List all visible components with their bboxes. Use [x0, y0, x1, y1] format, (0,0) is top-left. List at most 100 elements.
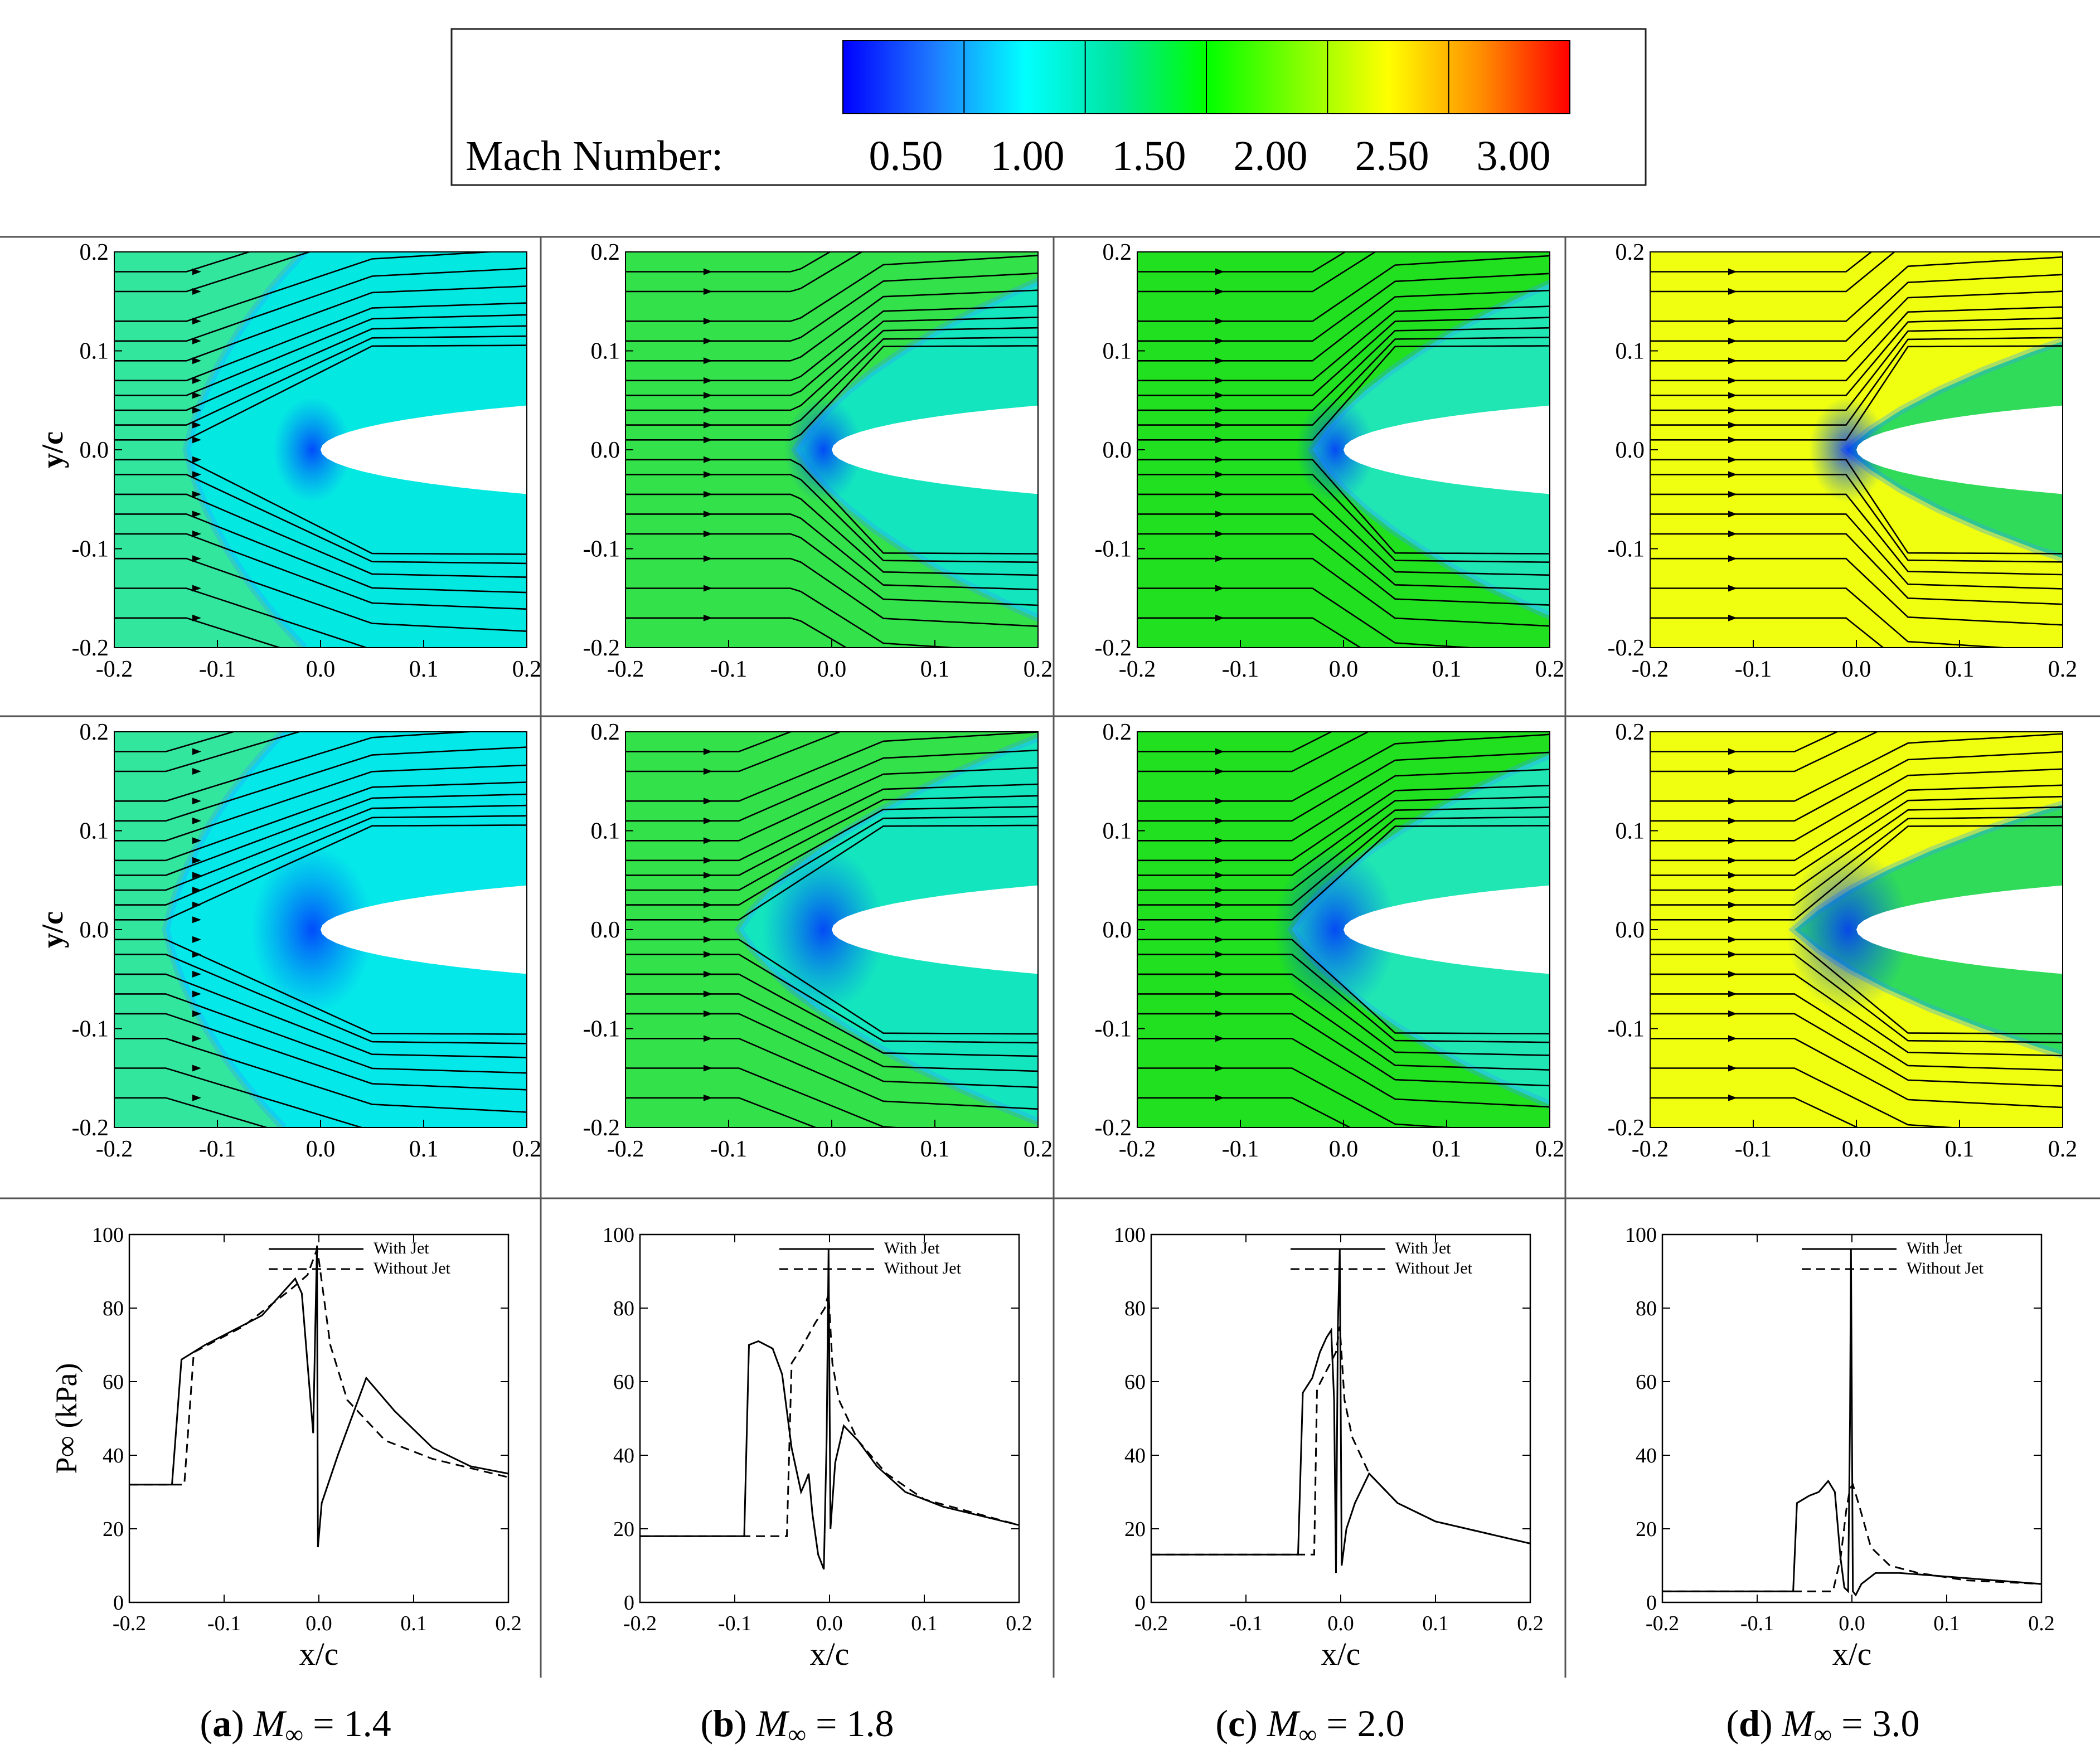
streamline — [625, 459, 1038, 555]
streamline — [114, 474, 527, 565]
contour-field — [625, 732, 1038, 1128]
contour-panel-a-no-jet: -0.2 -0.1 0.0 0.1 0.2 0.2 0.1 0.0 -0.1 -0.2 y/c — [36, 240, 541, 682]
x-tick-label: -0.2 — [1646, 1612, 1679, 1635]
y-tick-label: -0.1 — [72, 537, 109, 562]
streamline — [1137, 954, 1550, 1043]
streamline — [1137, 816, 1550, 906]
streamline-arrow — [704, 768, 712, 775]
streamline-arrow — [192, 392, 201, 399]
streamline — [1137, 533, 1550, 606]
x-axis-label: x/c — [299, 1636, 339, 1672]
streamline-arrow — [1728, 916, 1737, 924]
y-tick-label: -0.2 — [583, 1115, 620, 1141]
streamline — [625, 993, 1038, 1072]
airfoil-body — [1344, 885, 1550, 974]
y-tick-label: 0 — [1646, 1591, 1657, 1615]
streamline — [114, 993, 527, 1074]
streamline — [1650, 733, 2063, 802]
streamline — [114, 781, 527, 862]
streamline — [1650, 795, 2063, 876]
streamlines — [1137, 252, 1550, 648]
streamline — [1650, 493, 2063, 576]
streamline-arrow — [192, 916, 201, 924]
streamline-arrow — [1728, 857, 1737, 864]
streamline-arrow — [1728, 798, 1737, 805]
streamline — [625, 617, 848, 648]
x-tick-label: -0.2 — [1119, 1136, 1156, 1162]
streamline-arrow — [1728, 1094, 1737, 1101]
contour-field — [114, 252, 527, 648]
streamline-arrow — [704, 471, 712, 478]
streamline-arrow — [1215, 471, 1224, 478]
streamline — [1650, 533, 2063, 605]
y-tick-label: -0.1 — [1608, 1017, 1645, 1042]
y-tick-label: 80 — [613, 1297, 634, 1320]
streamline — [1650, 474, 2063, 563]
streamline — [625, 954, 1038, 1044]
x-tick-label: -0.1 — [199, 1136, 236, 1162]
streamline — [1650, 252, 1896, 293]
x-tick-label: 0.0 — [1842, 657, 1871, 682]
streamline — [114, 252, 312, 293]
streamline — [1650, 274, 2063, 342]
streamline — [625, 795, 1038, 876]
streamline — [1650, 824, 2063, 921]
streamline-arrow — [704, 555, 712, 562]
streamline — [1650, 256, 2063, 322]
streamline — [114, 493, 527, 578]
y-tick-label: 80 — [1636, 1297, 1657, 1320]
streamline — [1650, 768, 2063, 842]
streamline-arrow — [1215, 872, 1224, 879]
streamline — [1137, 474, 1550, 563]
contour-panel-c-no-jet: -0.2 -0.1 0.0 0.1 0.2 0.2 0.1 0.0 -0.1 -0.2 — [1095, 240, 1565, 682]
streamline — [1137, 617, 1362, 648]
x-tick-label: 0.1 — [911, 1612, 938, 1635]
streamline — [1137, 939, 1550, 1034]
streamline — [114, 617, 282, 648]
y-tick-label: -0.2 — [583, 635, 620, 661]
x-tick-label: 0.2 — [1024, 657, 1053, 682]
series-line-with-jet — [129, 1245, 509, 1548]
streamlines — [1650, 732, 2063, 1128]
colorbar-tick: 2.00 — [1234, 133, 1308, 179]
streamline — [625, 767, 1038, 842]
stagnation-region — [1296, 397, 1374, 503]
x-tick-label: -0.2 — [607, 1136, 644, 1162]
streamline — [625, 533, 1038, 606]
streamline — [114, 285, 527, 362]
streamline — [1650, 784, 2063, 862]
streamline-arrow — [1215, 456, 1224, 463]
y-tick-label: 0.0 — [80, 917, 109, 943]
stagnation-region — [1809, 397, 1887, 503]
contour-field — [1137, 732, 1550, 1128]
streamline — [1137, 305, 1550, 382]
streamline — [114, 252, 252, 273]
streamline — [1137, 327, 1550, 411]
colorbar-tick: 1.00 — [991, 133, 1065, 179]
streamline-arrow — [1215, 901, 1224, 908]
streamline-arrow — [1728, 901, 1737, 908]
streamline — [114, 746, 527, 822]
streamline-arrow — [192, 951, 201, 958]
contour-panel-a-with-jet: -0.2 -0.1 0.0 0.1 0.2 0.2 0.1 0.0 -0.1 -0.2 y/c — [36, 720, 541, 1162]
colorbar-dividers — [963, 41, 1449, 114]
x-tick-label: -0.2 — [113, 1612, 146, 1635]
y-tick-label: -0.1 — [1608, 537, 1645, 562]
streamline-arrow — [1215, 817, 1224, 824]
streamline-arrow — [192, 377, 201, 384]
x-tick-label: -0.1 — [207, 1612, 241, 1635]
x-tick-label: -0.1 — [199, 657, 236, 682]
streamline — [625, 1013, 1038, 1088]
streamline — [114, 513, 527, 594]
streamline-arrow — [704, 318, 712, 325]
x-tick-label: 0.0 — [1842, 1136, 1871, 1162]
streamline-arrow — [1215, 857, 1224, 864]
y-tick-label: 80 — [103, 1297, 124, 1320]
x-tick-label: 0.2 — [1024, 1136, 1053, 1162]
legend-entry: With Jet — [374, 1239, 429, 1257]
streamline — [1650, 816, 2063, 906]
x-tick-label: 0.2 — [1535, 657, 1565, 682]
y-tick-label: 0.2 — [80, 240, 109, 265]
y-tick-label: 20 — [1636, 1518, 1657, 1541]
